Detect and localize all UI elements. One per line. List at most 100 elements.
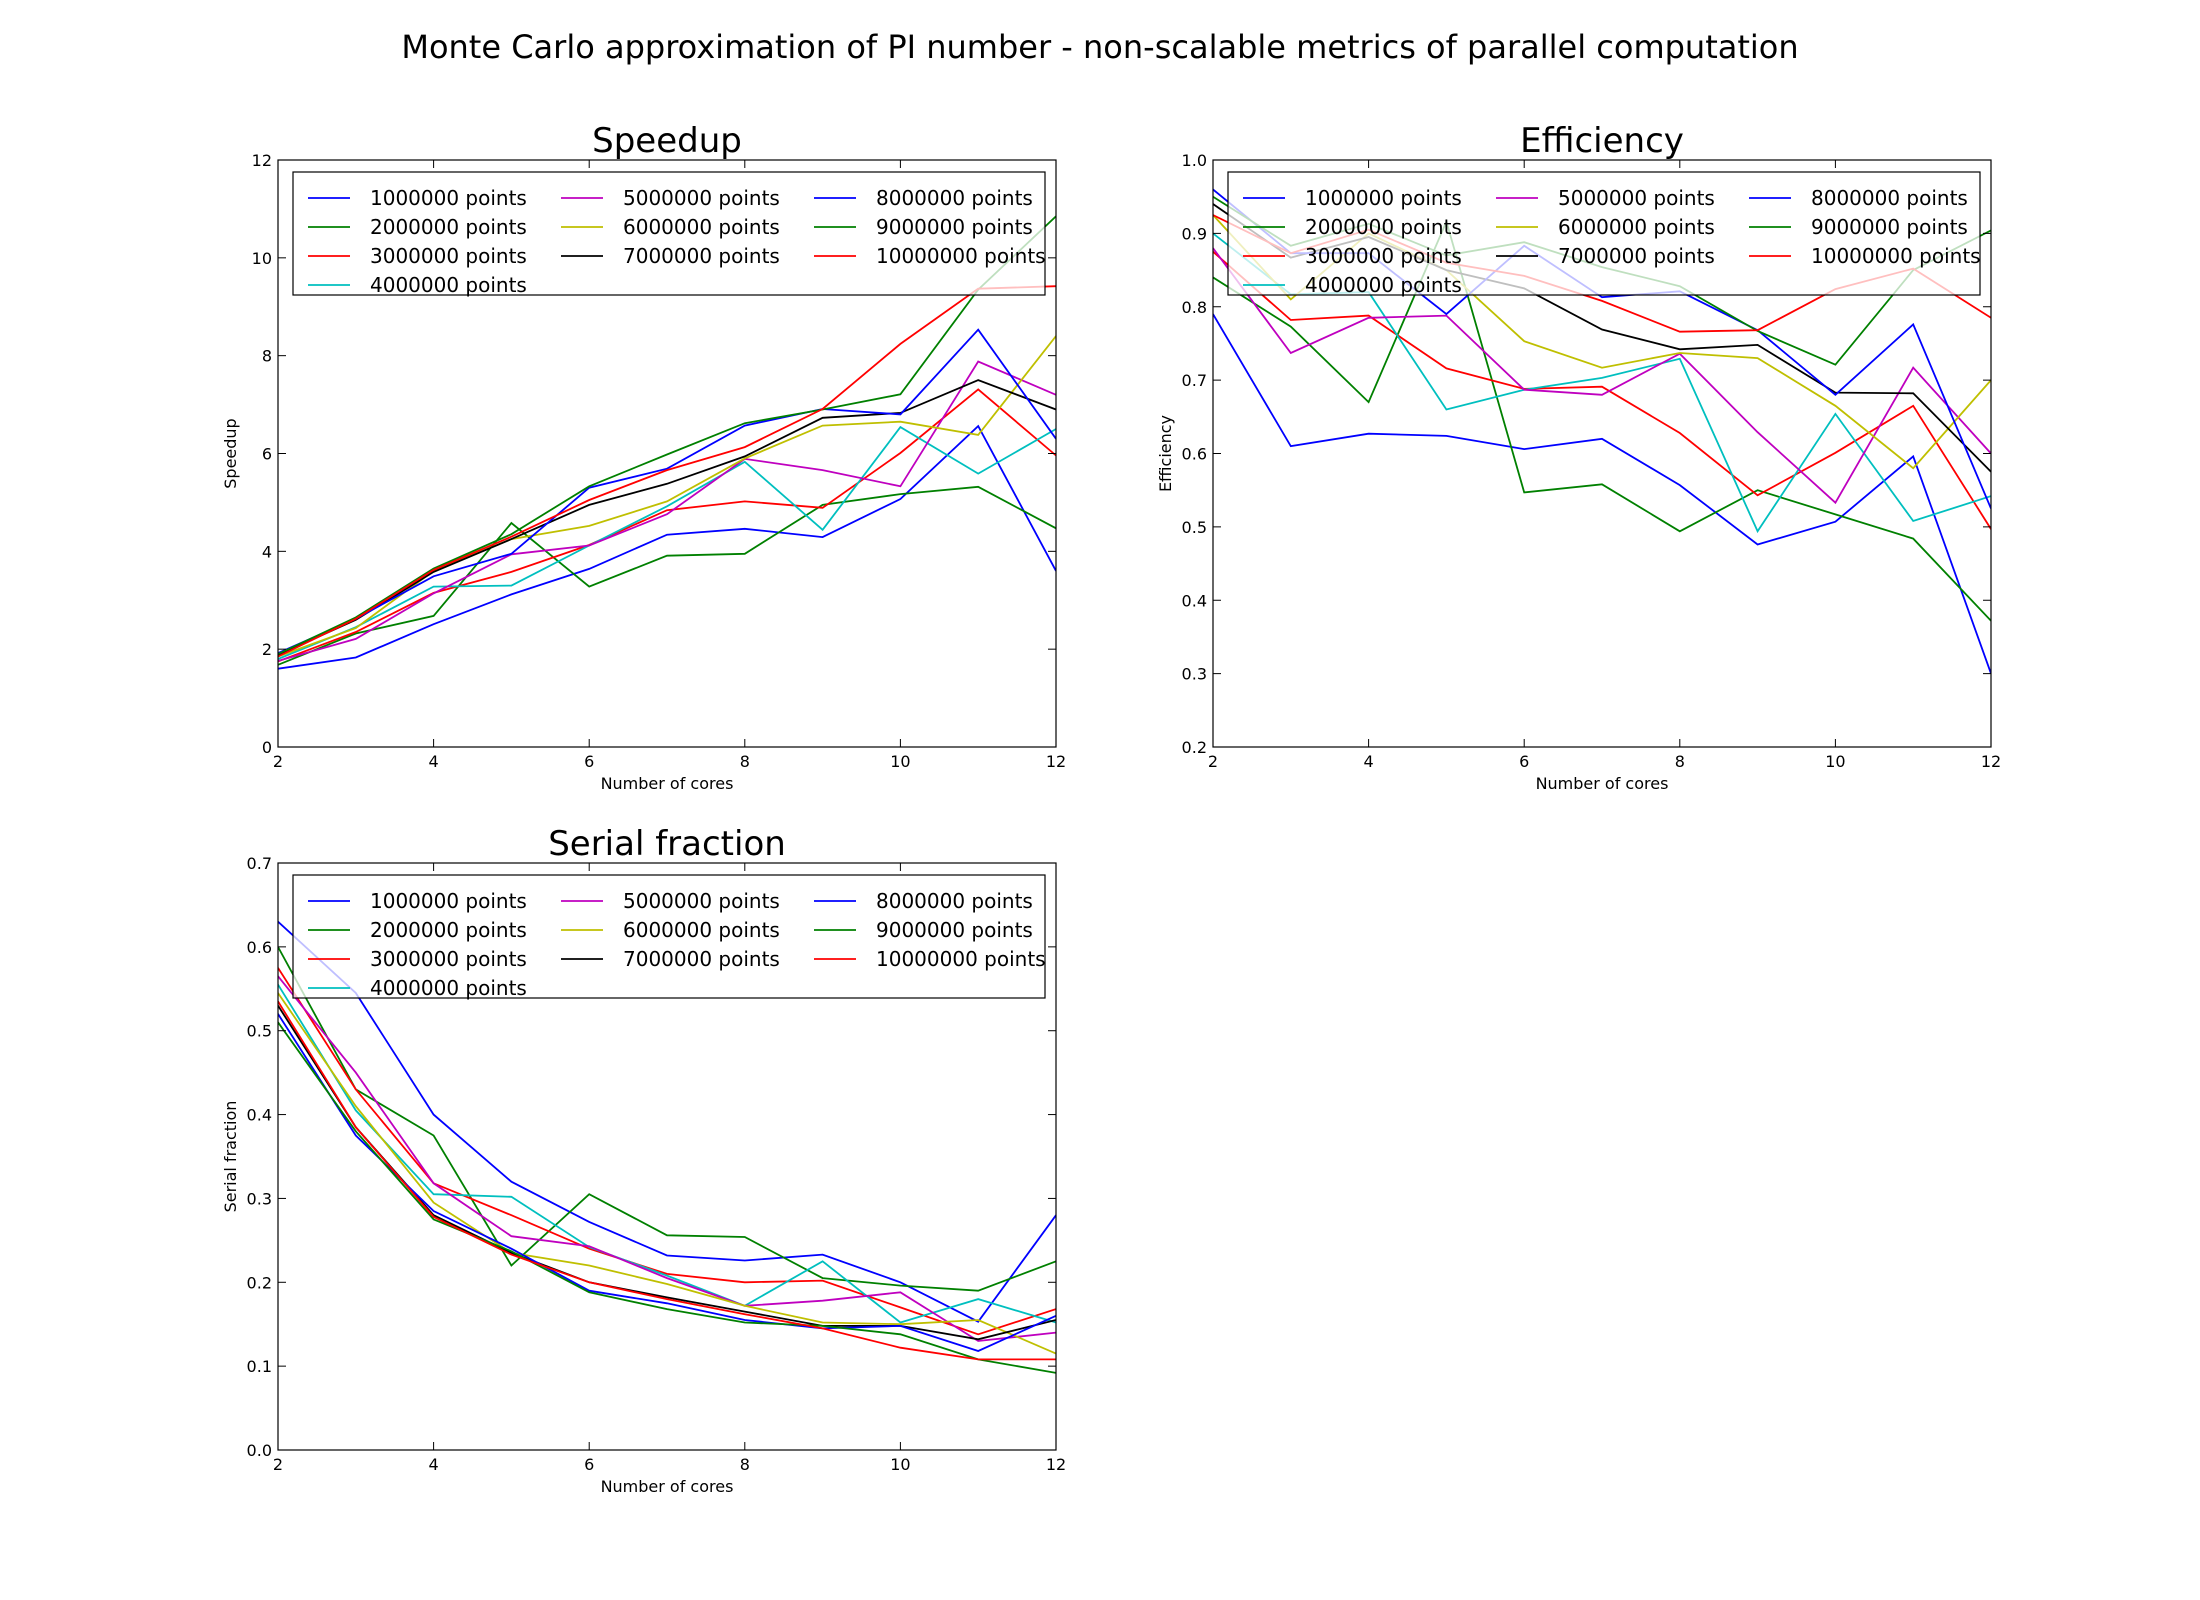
efficiency-x-tick-label: 6 [1519, 752, 1529, 771]
serial-fraction-legend-label: 3000000 points [370, 947, 527, 971]
speedup-lines [278, 215, 1056, 670]
speedup-legend-label: 1000000 points [370, 186, 527, 210]
serial-fraction-x-tick-label: 2 [273, 1455, 283, 1474]
serial-fraction-legend: 1000000 points 2000000 points 3000000 poin… [292, 874, 1046, 1000]
serial-fraction-legend-label: 1000000 points [370, 889, 527, 913]
speedup-y-tick-label: 6 [262, 445, 272, 464]
efficiency-series-line [1213, 313, 1991, 674]
speedup-x-tick-label: 6 [584, 752, 594, 771]
serial-fraction-legend-label: 6000000 points [623, 918, 780, 942]
serial-fraction-lines [278, 921, 1056, 1374]
speedup-x-axis-label: Number of cores [601, 774, 734, 793]
efficiency-legend: 1000000 points 2000000 points 3000000 poin… [1227, 171, 1981, 297]
efficiency-legend-label: 4000000 points [1305, 273, 1462, 297]
speedup-y-tick-label: 2 [262, 640, 272, 659]
speedup-legend-label: 4000000 points [370, 273, 527, 297]
serial-fraction-series-line [278, 1013, 1056, 1352]
speedup-y-tick-label: 0 [262, 738, 272, 757]
serial-fraction-series-line [278, 975, 1056, 1342]
serial-fraction-x-tick-label: 4 [429, 1455, 439, 1474]
efficiency-x-tick-label: 12 [1981, 752, 2001, 771]
serial-fraction-y-tick-label: 0.6 [247, 938, 272, 957]
speedup-legend-label: 3000000 points [370, 244, 527, 268]
serial-fraction-series-line [278, 984, 1056, 1324]
efficiency-y-tick-label: 0.8 [1182, 298, 1207, 317]
speedup-x-tick-label: 12 [1046, 752, 1066, 771]
efficiency-x-axis-label: Number of cores [1536, 774, 1669, 793]
efficiency-legend-box [1227, 171, 1981, 296]
speedup-legend-label: 9000000 points [876, 215, 1033, 239]
speedup-legend-label: 7000000 points [623, 244, 780, 268]
serial-fraction-chart: 2 4 6 8 10 12 0.0 0.1 0.2 0.3 0.4 0.5 0.6 0.7 Serial f… [221, 824, 1066, 1496]
speedup-series-line [278, 379, 1056, 656]
efficiency-series-line [1213, 218, 1991, 622]
speedup-series-line [278, 425, 1056, 660]
serial-fraction-y-tick-label: 0.0 [247, 1441, 272, 1460]
serial-fraction-series-line [278, 992, 1056, 1355]
efficiency-series-line [1213, 251, 1991, 530]
speedup-x-tick-label: 10 [890, 752, 910, 771]
serial-fraction-legend-label: 4000000 points [370, 976, 527, 1000]
efficiency-x-tick-label: 10 [1825, 752, 1845, 771]
speedup-x-tick-label: 4 [429, 752, 439, 771]
serial-fraction-legend-label: 9000000 points [876, 918, 1033, 942]
speedup-legend-label: 5000000 points [623, 186, 780, 210]
efficiency-y-tick-label: 0.9 [1182, 224, 1207, 243]
speedup-y-tick-label: 4 [262, 542, 272, 561]
speedup-legend-label: 8000000 points [876, 186, 1033, 210]
speedup-y-axis-label: Speedup [221, 418, 240, 488]
serial-fraction-legend-label: 8000000 points [876, 889, 1033, 913]
efficiency-legend-label: 10000000 points [1811, 244, 1981, 268]
efficiency-chart: 2 4 6 8 10 12 0.2 0.3 0.4 0.5 0.6 0.7 0.8 0.9 1.0 Effic… [1156, 121, 2001, 793]
speedup-series-line [278, 328, 1056, 654]
serial-fraction-series-line [278, 1021, 1056, 1374]
serial-fraction-y-tick-label: 0.1 [247, 1357, 272, 1376]
efficiency-legend-label: 1000000 points [1305, 186, 1462, 210]
speedup-series-line [278, 485, 1056, 666]
efficiency-legend-label: 3000000 points [1305, 244, 1462, 268]
serial-fraction-y-tick-label: 0.4 [247, 1106, 272, 1125]
speedup-series-line [278, 335, 1056, 658]
serial-fraction-x-tick-label: 12 [1046, 1455, 1066, 1474]
efficiency-legend-label: 9000000 points [1811, 215, 1968, 239]
speedup-legend-box [292, 171, 1046, 296]
figure-title: Monte Carlo approximation of PI number -… [401, 28, 1798, 66]
speedup-y-tick-label: 12 [252, 151, 272, 170]
serial-fraction-series-line [278, 946, 1056, 1292]
speedup-series-line [278, 388, 1056, 663]
serial-fraction-y-tick-label: 0.5 [247, 1022, 272, 1041]
speedup-x-tick-label: 8 [740, 752, 750, 771]
serial-fraction-legend-label: 10000000 points [876, 947, 1046, 971]
serial-fraction-series-line [278, 921, 1056, 1323]
serial-fraction-legend-label: 5000000 points [623, 889, 780, 913]
serial-fraction-legend-label: 7000000 points [623, 947, 780, 971]
efficiency-y-axis-label: Efficiency [1156, 415, 1175, 492]
serial-fraction-series-line [278, 1000, 1056, 1361]
efficiency-legend-label: 5000000 points [1558, 186, 1715, 210]
serial-fraction-y-tick-label: 0.7 [247, 854, 272, 873]
serial-fraction-legend-box [292, 874, 1046, 999]
efficiency-legend-label: 2000000 points [1305, 215, 1462, 239]
serial-fraction-x-tick-label: 6 [584, 1455, 594, 1474]
serial-fraction-y-tick-label: 0.2 [247, 1273, 272, 1292]
serial-fraction-title: Serial fraction [548, 824, 786, 864]
speedup-series-line [278, 285, 1056, 658]
speedup-y-tick-label: 8 [262, 347, 272, 366]
efficiency-y-tick-label: 0.2 [1182, 738, 1207, 757]
efficiency-y-tick-label: 0.3 [1182, 665, 1207, 684]
efficiency-series-line [1213, 247, 1991, 505]
serial-fraction-x-axis-label: Number of cores [601, 1477, 734, 1496]
serial-fraction-y-axis-label: Serial fraction [221, 1101, 240, 1213]
speedup-title: Speedup [592, 121, 742, 161]
serial-fraction-x-tick-label: 8 [740, 1455, 750, 1474]
speedup-series-line [278, 424, 1056, 670]
efficiency-x-tick-label: 8 [1675, 752, 1685, 771]
speedup-x-tick-label: 2 [273, 752, 283, 771]
serial-fraction-series-line [278, 967, 1056, 1336]
speedup-legend: 1000000 points 2000000 points 3000000 poin… [292, 171, 1046, 297]
serial-fraction-x-tick-label: 10 [890, 1455, 910, 1474]
efficiency-legend-label: 7000000 points [1558, 244, 1715, 268]
efficiency-y-tick-label: 0.5 [1182, 518, 1207, 537]
